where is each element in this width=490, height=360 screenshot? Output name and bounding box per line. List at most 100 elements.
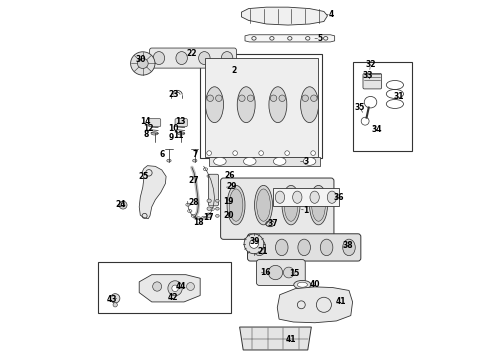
Text: 25: 25 (139, 172, 149, 181)
Ellipse shape (320, 239, 333, 256)
Text: 39: 39 (250, 237, 260, 246)
Text: 5: 5 (318, 34, 323, 43)
Ellipse shape (298, 239, 311, 256)
FancyBboxPatch shape (256, 260, 305, 285)
Ellipse shape (249, 239, 258, 248)
Ellipse shape (207, 199, 211, 203)
Text: 42: 42 (167, 293, 178, 302)
Text: 4: 4 (328, 10, 334, 19)
Ellipse shape (269, 265, 283, 280)
Text: 14: 14 (140, 117, 150, 126)
Ellipse shape (207, 151, 212, 156)
Ellipse shape (273, 157, 286, 165)
Ellipse shape (207, 214, 211, 218)
Ellipse shape (205, 87, 223, 123)
Ellipse shape (312, 189, 325, 221)
Ellipse shape (176, 51, 187, 64)
Ellipse shape (214, 157, 226, 165)
Ellipse shape (168, 281, 182, 296)
Ellipse shape (153, 282, 162, 291)
Text: 44: 44 (176, 282, 186, 291)
Ellipse shape (282, 185, 300, 225)
Ellipse shape (153, 51, 165, 64)
Text: 21: 21 (258, 247, 268, 256)
Text: 37: 37 (268, 219, 278, 228)
Ellipse shape (343, 239, 355, 256)
Ellipse shape (293, 191, 302, 203)
Text: 16: 16 (261, 268, 271, 277)
Ellipse shape (227, 185, 245, 225)
Ellipse shape (300, 87, 318, 123)
Ellipse shape (207, 95, 214, 102)
Text: 6: 6 (160, 150, 165, 159)
Text: 28: 28 (189, 198, 199, 207)
Text: 9: 9 (169, 133, 174, 142)
Text: 13: 13 (175, 117, 186, 126)
Ellipse shape (257, 189, 270, 221)
Ellipse shape (310, 191, 319, 203)
Text: 7: 7 (192, 150, 197, 159)
Text: 40: 40 (310, 280, 320, 289)
Text: 20: 20 (223, 211, 234, 220)
Text: 10: 10 (168, 123, 178, 132)
Ellipse shape (255, 185, 272, 225)
Ellipse shape (253, 239, 266, 256)
Ellipse shape (294, 280, 311, 289)
Ellipse shape (216, 199, 219, 202)
Ellipse shape (311, 95, 317, 102)
Text: 1: 1 (303, 206, 309, 215)
Polygon shape (240, 327, 311, 350)
Ellipse shape (221, 51, 233, 64)
Text: 23: 23 (169, 90, 179, 99)
Ellipse shape (244, 234, 264, 254)
Ellipse shape (247, 95, 254, 102)
Bar (209, 157, 320, 166)
Ellipse shape (284, 189, 298, 221)
FancyBboxPatch shape (208, 174, 219, 206)
Ellipse shape (275, 191, 285, 203)
Text: 15: 15 (289, 269, 300, 278)
Ellipse shape (327, 191, 337, 203)
Ellipse shape (259, 151, 264, 156)
Text: 35: 35 (355, 103, 365, 112)
Text: 33: 33 (363, 71, 373, 80)
Polygon shape (139, 275, 200, 302)
Text: 29: 29 (226, 182, 237, 191)
Ellipse shape (216, 207, 219, 210)
Bar (273, 188, 339, 206)
FancyBboxPatch shape (149, 48, 236, 68)
Ellipse shape (137, 58, 148, 68)
Text: 30: 30 (135, 55, 146, 64)
Text: 34: 34 (372, 125, 382, 134)
Ellipse shape (270, 95, 277, 102)
Text: 2: 2 (232, 66, 237, 75)
Ellipse shape (239, 95, 245, 102)
Bar (205, 58, 318, 157)
Text: 3: 3 (303, 157, 309, 166)
Text: 24: 24 (115, 200, 125, 209)
Ellipse shape (111, 294, 120, 303)
Ellipse shape (151, 132, 158, 135)
Ellipse shape (229, 189, 243, 221)
Ellipse shape (297, 282, 307, 287)
Ellipse shape (302, 95, 309, 102)
Text: 18: 18 (193, 218, 204, 227)
Text: 19: 19 (223, 197, 234, 206)
Ellipse shape (244, 157, 256, 165)
Ellipse shape (172, 285, 178, 292)
Ellipse shape (177, 132, 185, 135)
Text: 22: 22 (186, 49, 196, 58)
Ellipse shape (207, 207, 211, 211)
Ellipse shape (233, 151, 238, 156)
Ellipse shape (310, 185, 327, 225)
Ellipse shape (113, 303, 117, 307)
Ellipse shape (131, 52, 155, 75)
FancyBboxPatch shape (148, 119, 161, 127)
Text: 12: 12 (144, 123, 154, 132)
Text: 41: 41 (286, 335, 296, 344)
FancyBboxPatch shape (220, 178, 334, 239)
Text: 32: 32 (365, 60, 376, 69)
Text: 36: 36 (334, 193, 344, 202)
Ellipse shape (285, 151, 290, 156)
FancyBboxPatch shape (175, 119, 187, 127)
